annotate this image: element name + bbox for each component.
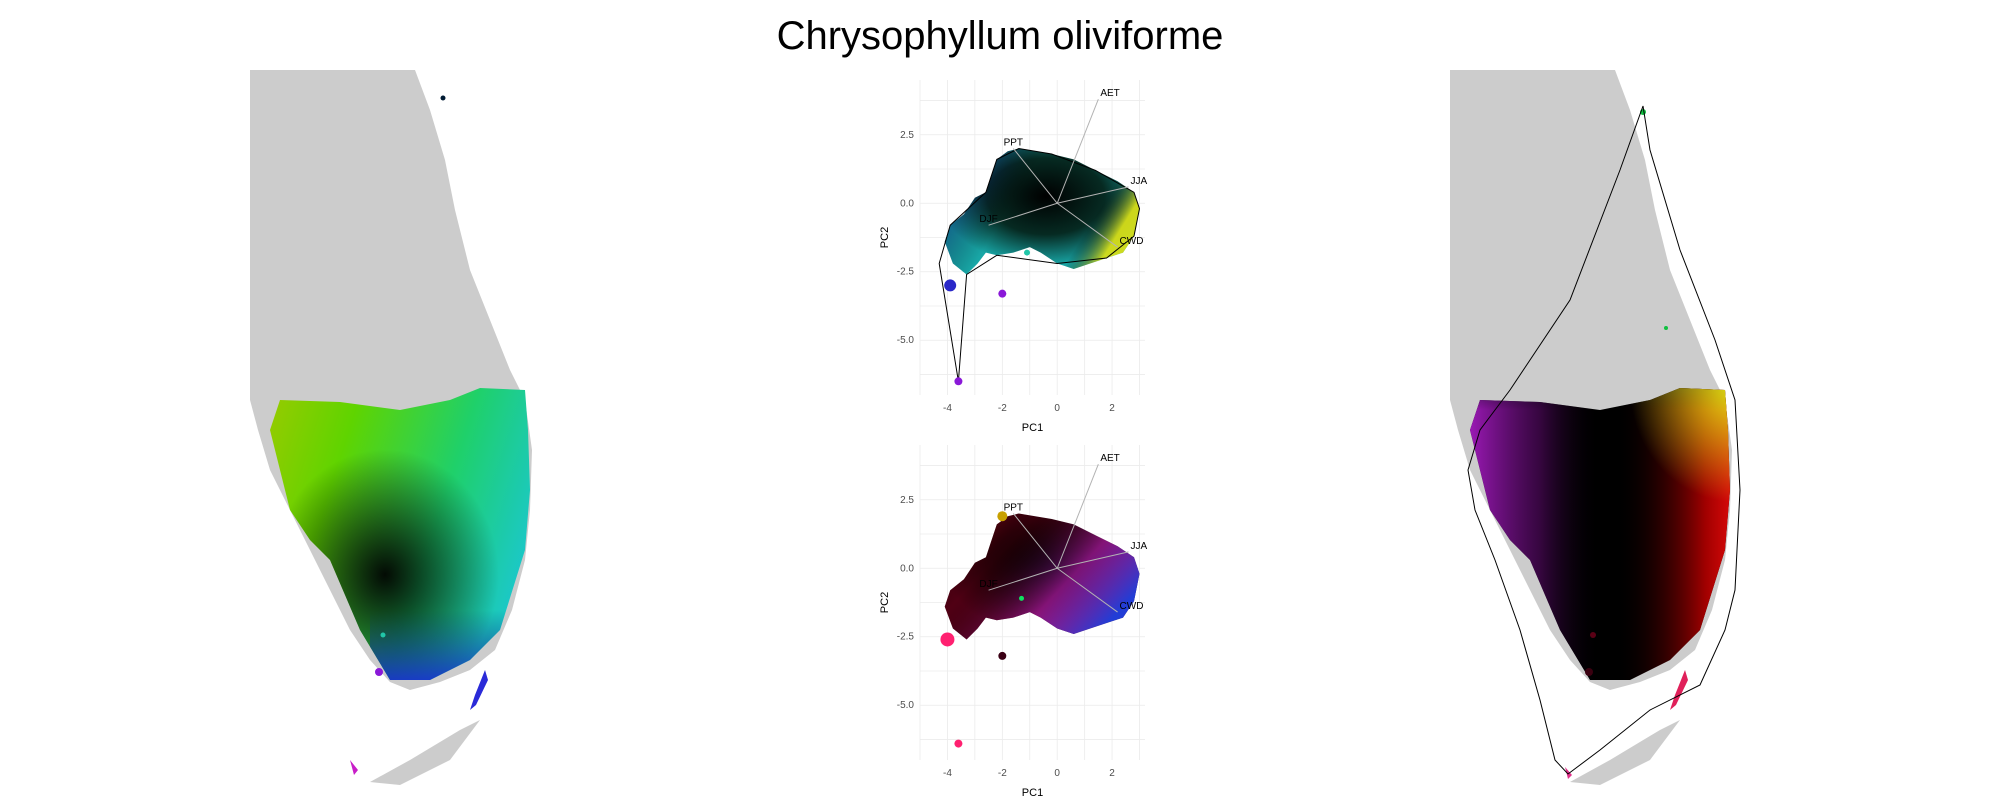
biplot-bottom: -4 -2 0 2 2.5 0.0 -2.5 -5.0 PC1 PC2 AET PPT JJA DJF CW… (879, 445, 1148, 799)
cluster-yellow (997, 511, 1008, 522)
x-tick-label: -2 (998, 403, 1007, 414)
loading-arrow (1056, 98, 1099, 204)
loading-label: JJA (1131, 541, 1148, 552)
hull-outline (938, 147, 1141, 382)
y-tick-label: 0.0 (900, 563, 914, 574)
x-tick-label: -2 (998, 768, 1007, 779)
x-axis-label: PC1 (1022, 422, 1043, 434)
outlier-cluster (944, 279, 957, 292)
x-tick-label: -4 (943, 403, 952, 414)
x-tick-label: 0 (1054, 768, 1060, 779)
right-map (1450, 70, 1741, 785)
left-keys-colour (470, 670, 488, 710)
y-axis-label: PC2 (879, 592, 891, 613)
y-tick-label: -2.5 (897, 267, 915, 278)
outlier-point (1019, 595, 1025, 601)
outlier-point (954, 739, 963, 748)
page-title: Chrysophyllum oliviforme (776, 14, 1224, 58)
loading-arrow (1056, 463, 1099, 569)
loading-arrow (988, 202, 1058, 226)
biplot-top: -4 -2 0 2 2.5 0.0 -2.5 -5.0 PC1 PC2 AET PPT JJA DJF CW… (879, 80, 1148, 434)
loading-arrow (1012, 513, 1058, 569)
outlier-point (954, 377, 963, 386)
loading-arrow (1012, 148, 1058, 204)
x-tick-label: -4 (943, 768, 952, 779)
outlier-cluster (998, 651, 1007, 660)
left-keys (370, 720, 480, 785)
loading-label: PPT (1004, 502, 1023, 513)
y-tick-label: -5.0 (897, 700, 915, 711)
loading-arrow (1057, 186, 1129, 204)
loading-label: PPT (1004, 137, 1023, 148)
loading-label: CWD (1120, 601, 1144, 612)
loading-label: JJA (1131, 176, 1148, 187)
y-tick-label: 2.5 (900, 495, 914, 506)
y-tick-label: -5.0 (897, 335, 915, 346)
y-tick-label: 2.5 (900, 130, 914, 141)
loading-label: CWD (1120, 236, 1144, 247)
loading-label: AET (1100, 88, 1119, 99)
x-tick-label: 2 (1109, 768, 1115, 779)
y-axis-label: PC2 (879, 227, 891, 248)
loading-arrow (1056, 202, 1118, 248)
y-tick-label: 0.0 (900, 198, 914, 209)
outlier-point (1024, 249, 1031, 256)
loading-label: DJF (979, 214, 997, 225)
loading-arrow (1057, 551, 1129, 569)
x-tick-label: 0 (1054, 403, 1060, 414)
right-hull (1467, 105, 1741, 775)
outlier-cluster (940, 632, 955, 647)
x-tick-label: 2 (1109, 403, 1115, 414)
y-tick-label: -2.5 (897, 632, 915, 643)
loading-arrow (1056, 567, 1118, 613)
loading-label: DJF (979, 579, 997, 590)
outlier-cluster (998, 289, 1007, 298)
loading-arrows: AET PPT JJA DJF CWD (979, 88, 1148, 248)
x-axis-label: PC1 (1022, 787, 1043, 799)
loading-arrows: AET PPT JJA DJF CWD (979, 453, 1148, 613)
loading-arrow (988, 567, 1058, 591)
left-map (250, 70, 532, 785)
loading-label: AET (1100, 453, 1119, 464)
